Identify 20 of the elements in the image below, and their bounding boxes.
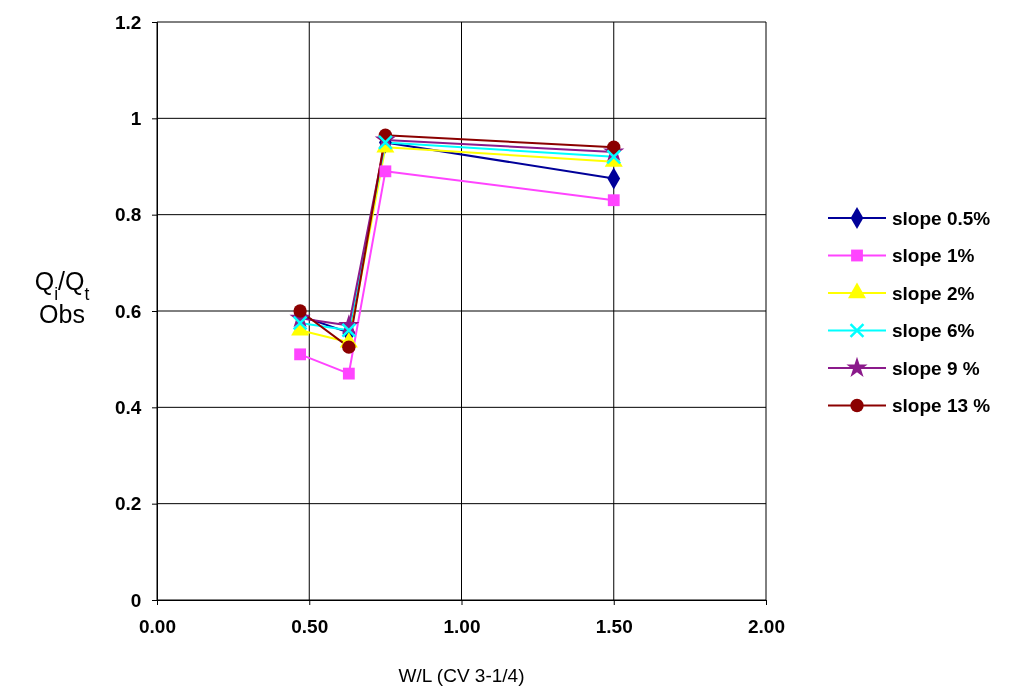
- x-tick-label: 1.50: [595, 615, 633, 637]
- legend-label: slope 13 %: [892, 395, 991, 417]
- y-tick-label: 0.4: [114, 396, 142, 418]
- legend-label: slope 0.5%: [892, 207, 991, 229]
- x-tick-label: 2.00: [748, 615, 785, 637]
- legend-label: slope 9 %: [892, 357, 980, 379]
- y-tick-label: 0.8: [114, 204, 142, 226]
- y-axis-title: Q$_{i}$/Q$_{t}$ Obs: [34, 267, 90, 328]
- y-tick-label: 1.2: [114, 11, 142, 33]
- legend-label: slope 1%: [892, 245, 975, 267]
- x-tick-label: 1.00: [443, 615, 481, 637]
- legend-label: slope 6%: [892, 320, 975, 342]
- y-tick-label: 1: [130, 107, 142, 129]
- x-axis-title: W/L (CV 3-1/4): [398, 665, 525, 686]
- x-tick-label: 0.00: [139, 615, 176, 637]
- y-tick-label: 0.6: [114, 300, 142, 322]
- y-tick-label: 0: [130, 589, 142, 611]
- y-tick-label: 0.2: [114, 493, 142, 515]
- x-tick-label: 0.50: [291, 615, 329, 637]
- legend-label: slope 2%: [892, 282, 975, 304]
